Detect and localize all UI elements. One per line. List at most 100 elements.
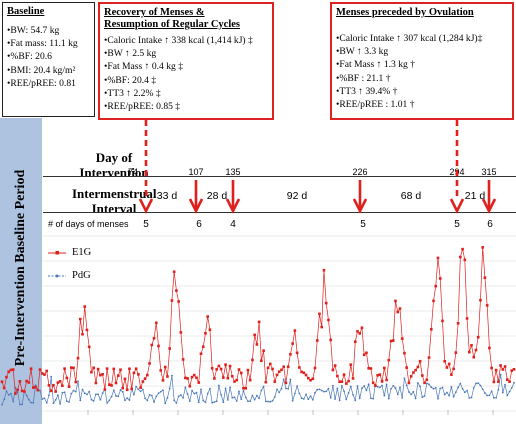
pdg-point xyxy=(108,399,111,402)
e1g-point xyxy=(353,340,357,344)
recovery-line: •REE/pREE: 0.85 ‡ xyxy=(104,101,181,113)
pdg-point xyxy=(506,394,509,397)
pdg-point xyxy=(99,398,102,401)
pdg-point xyxy=(18,403,21,406)
e1g-point xyxy=(510,369,514,372)
ovulation-arrow-head xyxy=(449,198,465,214)
pdg-point xyxy=(448,394,451,397)
e1g-point xyxy=(217,364,221,368)
chart-legend xyxy=(48,251,66,278)
e1g-point xyxy=(94,381,98,385)
pdg-point xyxy=(186,393,189,396)
pdg-point xyxy=(137,388,140,391)
interval-label: 92 d xyxy=(286,190,308,202)
pdg-point xyxy=(61,391,64,394)
pdg-point xyxy=(3,398,6,401)
pdg-point xyxy=(258,397,261,400)
e1g-point xyxy=(146,373,149,377)
pdg-point xyxy=(222,401,225,404)
pdg-point xyxy=(394,387,397,389)
pdg-point xyxy=(211,401,214,404)
baseline-line: •BW: 54.7 kg xyxy=(7,25,60,36)
pdg-point xyxy=(106,401,108,404)
pdg-point xyxy=(497,388,500,391)
interval-label: 68 d xyxy=(400,190,422,202)
e1g-point xyxy=(349,363,353,366)
pdg-point xyxy=(242,389,245,392)
pdg-point xyxy=(340,384,343,387)
pdg-point xyxy=(133,393,135,396)
pdg-point xyxy=(171,374,173,377)
e1g-point xyxy=(356,330,359,333)
pdg-point xyxy=(74,390,77,393)
pdg-point xyxy=(372,397,375,400)
pdg-point xyxy=(173,399,176,402)
pdg-point xyxy=(481,388,484,391)
e1g-point xyxy=(374,384,377,387)
recovery-line: •Caloric Intake ↑ 338 kcal (1,414 kJ) ‡ xyxy=(104,35,253,46)
e1g-point xyxy=(121,386,125,390)
legend-pdg-label: PdG xyxy=(72,270,91,281)
pdg-point xyxy=(428,383,430,386)
pdg-point xyxy=(466,389,468,392)
pdg-point xyxy=(349,385,352,388)
pdg-point xyxy=(367,383,370,386)
e1g-point xyxy=(11,368,15,371)
recovery-box: Recovery of Menses & Resumption of Regul… xyxy=(98,2,274,120)
e1g-point xyxy=(260,359,263,363)
pdg-point xyxy=(231,396,234,399)
e1g-point xyxy=(286,365,290,369)
baseline-box: Baseline •BW: 54.7 kg •Fat mass: 11.1 kg… xyxy=(2,2,95,117)
e1g-point xyxy=(54,390,57,393)
pdg-point xyxy=(446,391,448,394)
e1g-point xyxy=(116,374,120,377)
pdg-point xyxy=(475,382,477,385)
e1g-point xyxy=(362,353,366,357)
e1g-point xyxy=(152,336,156,340)
e1g-point xyxy=(96,367,100,371)
e1g-point xyxy=(242,386,245,390)
ovulation-line: •TT3 ↑ 39.4% † xyxy=(336,85,398,97)
pdg-point xyxy=(298,392,301,395)
recovery-title-line2: Resumption of Regular Cycles xyxy=(104,19,241,30)
e1g-point xyxy=(429,327,433,331)
pdg-point xyxy=(251,394,254,397)
e1g-point xyxy=(38,368,42,371)
e1g-point xyxy=(459,255,462,259)
e1g-point xyxy=(43,373,46,376)
pdg-point xyxy=(307,398,310,401)
baseline-line: •Fat mass: 11.1 kg xyxy=(7,38,78,50)
pdg-point xyxy=(184,386,187,389)
e1g-point xyxy=(9,368,13,372)
e1g-point xyxy=(425,378,429,382)
e1g-point xyxy=(434,284,438,288)
pdg-point xyxy=(86,393,88,396)
pdg-point xyxy=(356,385,359,387)
pdg-point xyxy=(182,396,185,399)
e1g-point xyxy=(175,289,178,292)
e1g-point xyxy=(497,380,500,383)
e1g-point xyxy=(398,307,402,310)
pdg-point xyxy=(499,373,502,376)
e1g-point xyxy=(438,277,442,280)
pdg-point xyxy=(124,399,126,402)
e1g-point xyxy=(224,363,227,366)
pdg-point xyxy=(334,398,337,400)
interval-label: 28 d xyxy=(206,190,228,202)
e1g-point xyxy=(141,380,145,383)
pdg-point xyxy=(504,383,506,386)
e1g-point xyxy=(400,337,404,340)
e1g-point xyxy=(501,368,505,371)
pdg-point xyxy=(459,382,462,385)
menses-count: 5 xyxy=(143,219,149,230)
pdg-point xyxy=(513,381,515,384)
e1g-point xyxy=(14,392,17,395)
pdg-point xyxy=(412,390,415,393)
e1g-point xyxy=(280,368,283,372)
e1g-point xyxy=(34,385,37,389)
e1g-point xyxy=(391,339,395,342)
e1g-point xyxy=(409,375,413,378)
e1g-point xyxy=(479,298,482,302)
e1g-point xyxy=(195,376,198,380)
menses-count: 6 xyxy=(487,219,493,230)
